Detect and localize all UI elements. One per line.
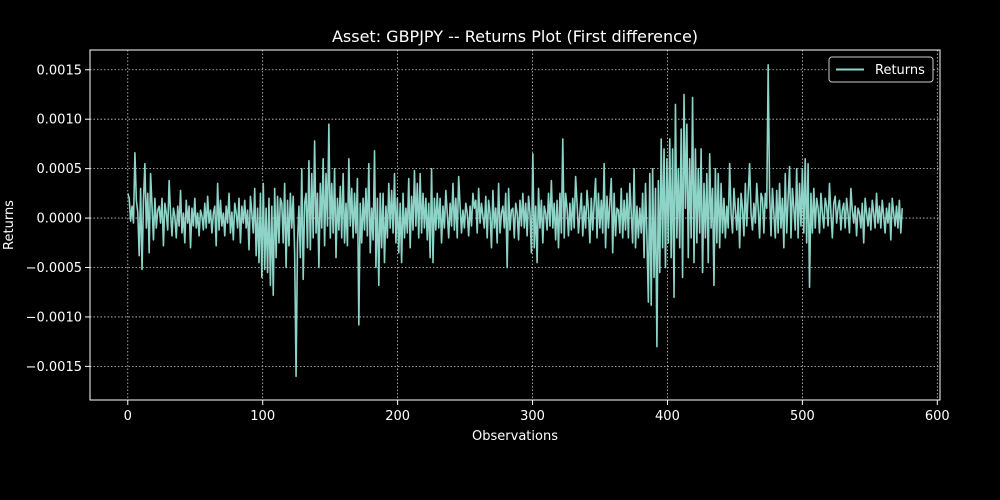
y-tick-label: −0.0005 xyxy=(26,261,82,276)
x-tick-label: 300 xyxy=(520,409,545,424)
y-tick-label: −0.0015 xyxy=(26,360,82,375)
x-tick-label: 0 xyxy=(124,409,132,424)
plot-frame xyxy=(89,49,941,401)
y-tick-label: 0.0010 xyxy=(37,113,83,128)
chart-title: Asset: GBPJPY -- Returns Plot (First dif… xyxy=(332,27,698,46)
legend-box xyxy=(828,56,934,83)
x-axis-label: Observations xyxy=(472,429,558,444)
x-axis: 0 100 200 300 400 500 600 xyxy=(124,400,950,424)
y-tick-label: 0.0000 xyxy=(37,212,83,227)
y-tick-label: −0.0010 xyxy=(26,310,82,325)
x-tick-label: 200 xyxy=(385,409,410,424)
x-tick-label: 600 xyxy=(925,409,950,424)
y-axis-label: Returns xyxy=(2,200,17,250)
y-axis: −0.0015 −0.0010 −0.0005 0.0000 0.0005 0.0010 0… xyxy=(26,63,90,375)
x-tick-label: 100 xyxy=(250,409,275,424)
y-tick-label: 0.0015 xyxy=(37,63,83,78)
x-tick-label: 500 xyxy=(790,409,815,424)
x-tick-label: 400 xyxy=(655,409,680,424)
y-tick-label: 0.0005 xyxy=(37,162,83,177)
series-line-returns xyxy=(127,64,904,378)
legend: Returns xyxy=(828,56,934,83)
legend-label-returns: Returns xyxy=(875,63,925,78)
